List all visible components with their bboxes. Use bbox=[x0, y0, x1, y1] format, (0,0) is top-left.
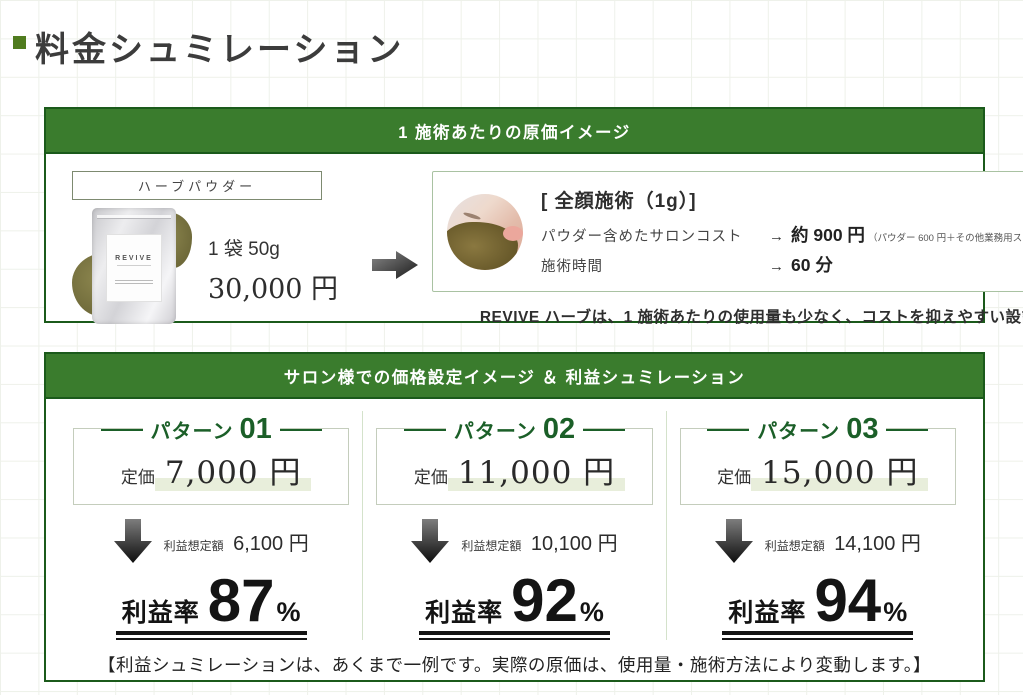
retail-price: 11,000 円 bbox=[447, 447, 626, 492]
rate-label: 利益率 bbox=[425, 599, 504, 627]
cost-panel-header: 1 施術あたりの原価イメージ bbox=[46, 109, 983, 154]
profit-value: 6,100 円 bbox=[233, 532, 309, 555]
rate-unit: % bbox=[276, 597, 301, 627]
pattern-column-2: パターン 02 定価 11,000 円 bbox=[362, 411, 665, 640]
simulation-panel-header: サロン様での価格設定イメージ ＆ 利益シュミレーション bbox=[46, 354, 983, 399]
retail-price: 7,000 円 bbox=[154, 447, 312, 492]
price-label: 定価 bbox=[413, 468, 448, 488]
treatment-section: [ 全顔施術（1g）] パウダー含めたサロンコスト → 約 900 円（パウダー … bbox=[432, 171, 1023, 327]
price-label: 定価 bbox=[717, 468, 752, 488]
profit-value: 14,100 円 bbox=[834, 532, 921, 555]
pattern-column-3: パターン 03 定価 15,000 円 bbox=[665, 411, 969, 640]
down-arrow-icon bbox=[411, 519, 450, 563]
pattern-title: パターン 02 bbox=[377, 413, 651, 446]
pattern-title: パターン 01 bbox=[74, 413, 348, 446]
rate-value: 87 bbox=[207, 567, 275, 634]
cost-row-label: パウダー含めたサロンコスト bbox=[541, 229, 743, 245]
square-bullet-icon bbox=[13, 36, 26, 49]
pattern-price-box: パターン 02 定価 11,000 円 bbox=[376, 413, 653, 505]
product-price: 30,000 円 bbox=[208, 274, 339, 305]
product-section: ハーブパウダー REVIVE bbox=[72, 171, 372, 327]
pouch-label: REVIVE bbox=[106, 234, 162, 302]
treatment-details: パウダー含めたサロンコスト → 約 900 円（パウダー 600 円＋その他業務用… bbox=[541, 222, 1023, 277]
product-size: 1 袋 50g bbox=[208, 239, 280, 260]
pattern-price-box: パターン 01 定価 7,000 円 bbox=[73, 413, 350, 505]
cost-row-note: （パウダー 600 円＋その他業務用スキンケア商材コスト） bbox=[867, 233, 1023, 244]
profit-label: 利益想定額 bbox=[163, 538, 224, 553]
profit-arrow-row: 利益想定額 10,100 円 bbox=[376, 518, 652, 564]
profit-label: 利益想定額 bbox=[764, 538, 825, 553]
facial-treatment-photo bbox=[447, 193, 523, 270]
price-label: 定価 bbox=[120, 468, 155, 488]
arrow-glyph: → bbox=[769, 258, 784, 275]
cost-panel: 1 施術あたりの原価イメージ ハーブパウダー REVIVE bbox=[44, 107, 1023, 326]
product-image: REVIVE bbox=[72, 208, 194, 326]
simulation-footnote: 【利益シュミレーションは、あくまで一例です。実際の原価は、使用量・施術方法により… bbox=[97, 656, 932, 676]
right-arrow-icon bbox=[372, 249, 418, 327]
page-title: 料金シュミレーション bbox=[35, 30, 405, 70]
pattern-column-1: パターン 01 定価 7,000 円 bbox=[60, 411, 362, 640]
rate-unit: % bbox=[883, 597, 908, 627]
profit-rate-row: 利益率 94 % bbox=[680, 567, 956, 640]
pattern-title: パターン 03 bbox=[681, 413, 955, 446]
profit-arrow-row: 利益想定額 6,100 円 bbox=[73, 518, 349, 564]
powder-pouch: REVIVE bbox=[92, 208, 176, 324]
rate-label: 利益率 bbox=[728, 599, 807, 627]
page-title-row: 料金シュミレーション bbox=[0, 0, 1023, 71]
cost-row-value: 約 900 円 bbox=[791, 225, 865, 245]
retail-price: 15,000 円 bbox=[751, 447, 929, 492]
cost-panel-body: ハーブパウダー REVIVE bbox=[46, 154, 1023, 337]
brand-name: REVIVE bbox=[115, 255, 153, 262]
rate-label: 利益率 bbox=[121, 599, 200, 627]
pattern-columns: パターン 01 定価 7,000 円 bbox=[46, 399, 983, 640]
rate-value: 92 bbox=[511, 567, 578, 634]
treatment-title: [ 全顔施術（1g）] bbox=[541, 191, 697, 212]
time-row-value: 60 分 bbox=[791, 255, 833, 275]
rate-value: 94 bbox=[814, 567, 882, 634]
product-label: ハーブパウダー bbox=[72, 171, 322, 200]
down-arrow-icon bbox=[714, 519, 753, 563]
rate-unit: % bbox=[579, 597, 604, 627]
cost-footnote: REVIVE ハーブは、1 施術あたりの使用量も少なく、コストを抑えやすい設計で… bbox=[479, 309, 1023, 326]
arrow-glyph: → bbox=[769, 228, 784, 245]
profit-arrow-row: 利益想定額 14,100 円 bbox=[680, 518, 956, 564]
simulation-panel: サロン様での価格設定イメージ ＆ 利益シュミレーション パターン 01 定価 bbox=[44, 352, 985, 682]
profit-rate-row: 利益率 92 % bbox=[376, 567, 652, 640]
treatment-box: [ 全顔施術（1g）] パウダー含めたサロンコスト → 約 900 円（パウダー … bbox=[432, 171, 1023, 292]
profit-value: 10,100 円 bbox=[530, 532, 618, 555]
time-row-label: 施術時間 bbox=[541, 259, 603, 275]
profit-rate-row: 利益率 87 % bbox=[73, 567, 349, 640]
pattern-price-box: パターン 03 定価 15,000 円 bbox=[679, 413, 956, 505]
profit-label: 利益想定額 bbox=[461, 538, 522, 553]
down-arrow-icon bbox=[113, 519, 152, 563]
